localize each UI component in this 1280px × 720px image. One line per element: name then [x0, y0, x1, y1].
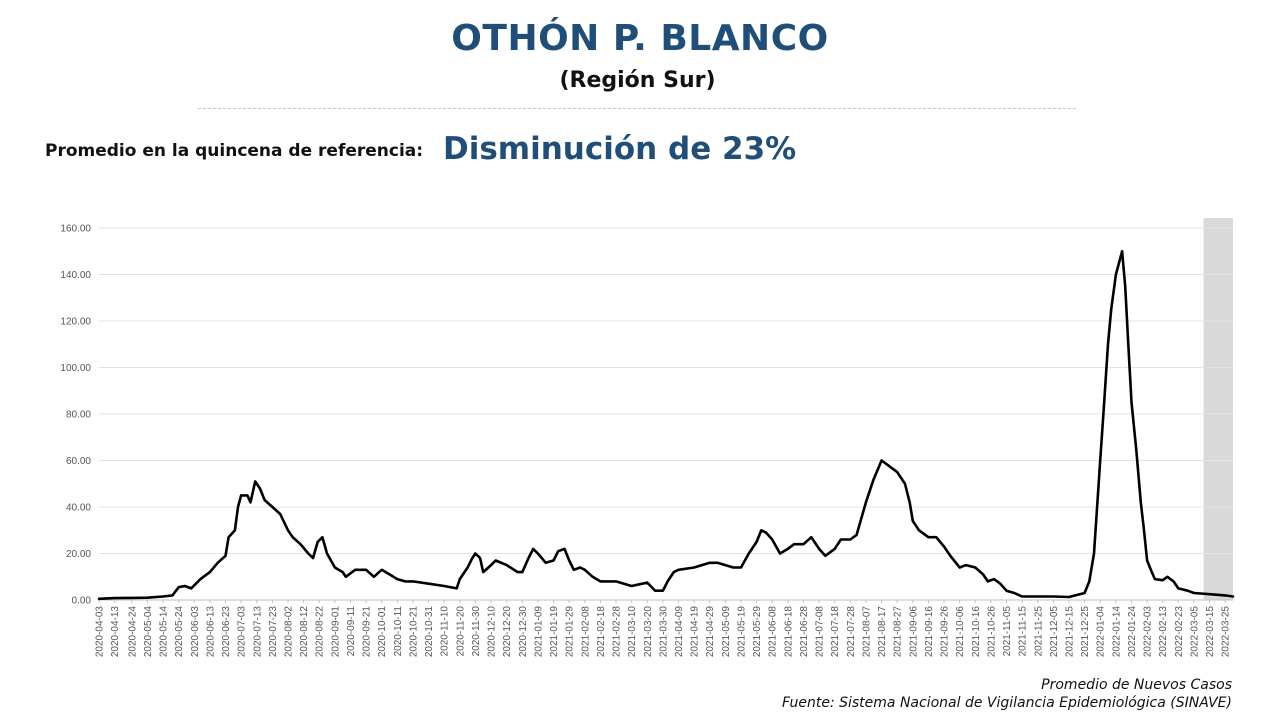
- series-note: Promedio de Nuevos Casos: [1041, 677, 1232, 693]
- x-tick-label: 2020-09-21: [362, 606, 373, 658]
- x-tick-label: 2021-03-30: [658, 606, 669, 658]
- x-tick-label: 2020-07-13: [252, 606, 263, 658]
- reference-value: Disminución de 23%: [443, 131, 797, 167]
- x-tick-label: 2020-10-21: [408, 606, 419, 658]
- x-tick-label: 2021-10-26: [986, 606, 997, 658]
- x-tick-label: 2021-02-08: [580, 606, 591, 658]
- x-tick-label: 2022-01-14: [1111, 606, 1122, 658]
- x-tick-label: 2021-10-06: [955, 606, 966, 658]
- x-tick-label: 2021-09-16: [924, 606, 935, 658]
- x-tick-label: 2021-08-07: [861, 606, 872, 658]
- x-tick-label: 2021-05-19: [736, 606, 747, 658]
- x-tick-label: 2021-07-28: [846, 606, 857, 658]
- x-tick-label: 2020-12-10: [487, 606, 498, 658]
- x-tick-label: 2021-07-08: [815, 606, 826, 658]
- x-tick-label: 2021-11-15: [1018, 606, 1029, 657]
- x-tick-label: 2020-07-03: [237, 606, 248, 658]
- x-tick-label: 2021-12-25: [1080, 606, 1091, 658]
- y-tick-label: 0.00: [72, 596, 92, 607]
- x-tick-label: 2021-12-15: [1064, 606, 1075, 658]
- x-tick-label: 2020-11-20: [455, 606, 466, 657]
- page-title: OTHÓN P. BLANCO: [451, 18, 829, 59]
- x-tick-label: 2021-04-09: [674, 606, 685, 658]
- x-tick-label: 2020-11-30: [471, 606, 482, 657]
- x-tick-label: 2021-08-17: [877, 606, 888, 658]
- x-tick-label: 2021-10-16: [971, 606, 982, 658]
- y-tick-label: 100.00: [60, 363, 91, 374]
- x-tick-label: 2021-09-26: [940, 606, 951, 658]
- x-tick-label: 2022-02-03: [1143, 606, 1154, 658]
- title-divider: [198, 108, 1076, 109]
- x-tick-label: 2020-07-23: [268, 606, 279, 658]
- x-tick-label: 2022-03-15: [1205, 606, 1216, 658]
- x-tick-label: 2021-06-28: [799, 606, 810, 658]
- x-tick-label: 2021-06-08: [768, 606, 779, 658]
- x-tick-label: 2021-11-05: [1002, 606, 1013, 657]
- x-tick-label: 2020-10-31: [424, 606, 435, 658]
- reference-label: Promedio en la quincena de referencia:: [45, 141, 424, 161]
- y-tick-label: 60.00: [66, 456, 91, 467]
- x-tick-label: 2022-02-23: [1174, 606, 1185, 658]
- x-tick-label: 2021-09-06: [908, 606, 919, 658]
- y-tick-label: 160.00: [60, 224, 91, 235]
- x-tick-label: 2022-01-04: [1096, 606, 1107, 658]
- x-tick-label: 2022-03-25: [1221, 606, 1232, 658]
- x-tick-label: 2020-05-14: [159, 606, 170, 658]
- x-tick-label: 2020-08-22: [315, 606, 326, 658]
- series-line: [97, 250, 1235, 601]
- x-tick-label: 2020-10-01: [377, 606, 388, 658]
- y-tick-label: 40.00: [66, 503, 91, 514]
- x-tick-label: 2020-06-13: [205, 606, 216, 658]
- source-note: Fuente: Sistema Nacional de Vigilancia E…: [782, 695, 1232, 711]
- y-tick-label: 140.00: [60, 270, 91, 281]
- x-tick-label: 2021-12-05: [1049, 606, 1060, 658]
- page-subtitle: (Región Sur): [559, 68, 716, 93]
- x-tick-label: 2020-12-30: [518, 606, 529, 658]
- shaded-region: [1203, 218, 1233, 600]
- x-tick-label: 2020-04-03: [95, 606, 106, 658]
- x-tick-label: 2020-09-11: [346, 606, 357, 657]
- x-tick-label: 2021-04-29: [705, 606, 716, 658]
- x-tick-label: 2021-05-09: [721, 606, 732, 658]
- x-tick-label: 2022-01-24: [1127, 606, 1138, 658]
- x-tick-label: 2021-01-09: [533, 606, 544, 658]
- x-tick-label: 2021-06-18: [783, 606, 794, 658]
- x-tick-label: 2020-06-23: [221, 606, 232, 658]
- x-tick-label: 2020-04-13: [110, 606, 121, 658]
- x-tick-label: 2020-12-20: [502, 606, 513, 658]
- x-tick-label: 2020-11-10: [440, 606, 451, 657]
- x-tick-label: 2020-10-11: [393, 606, 404, 657]
- y-tick-label: 120.00: [60, 317, 91, 328]
- y-tick-label: 20.00: [66, 549, 91, 560]
- x-tick-label: 2021-03-10: [627, 606, 638, 658]
- x-tick-label: 2020-09-01: [330, 606, 341, 658]
- x-tick-label: 2021-11-25: [1033, 606, 1044, 657]
- x-tick-label: 2021-01-29: [565, 606, 576, 658]
- y-tick-label: 80.00: [66, 410, 91, 421]
- x-tick-label: 2020-08-02: [284, 606, 295, 658]
- x-tick-label: 2020-05-04: [143, 606, 154, 658]
- x-tick-label: 2021-08-27: [893, 606, 904, 658]
- x-tick-label: 2021-05-29: [752, 606, 763, 658]
- x-tick-label: 2022-02-13: [1158, 606, 1169, 658]
- x-tick-label: 2020-04-24: [127, 606, 138, 658]
- x-tick-label: 2021-02-28: [612, 606, 623, 658]
- x-tick-label: 2022-03-05: [1189, 606, 1200, 658]
- x-tick-label: 2021-03-20: [643, 606, 654, 658]
- x-tick-label: 2021-02-18: [596, 606, 607, 658]
- x-tick-label: 2020-05-24: [174, 606, 185, 658]
- x-tick-label: 2020-06-03: [190, 606, 201, 658]
- x-tick-label: 2021-04-19: [690, 606, 701, 658]
- x-tick-label: 2021-07-18: [830, 606, 841, 658]
- x-tick-label: 2021-01-19: [549, 606, 560, 658]
- x-tick-label: 2020-08-12: [299, 606, 310, 658]
